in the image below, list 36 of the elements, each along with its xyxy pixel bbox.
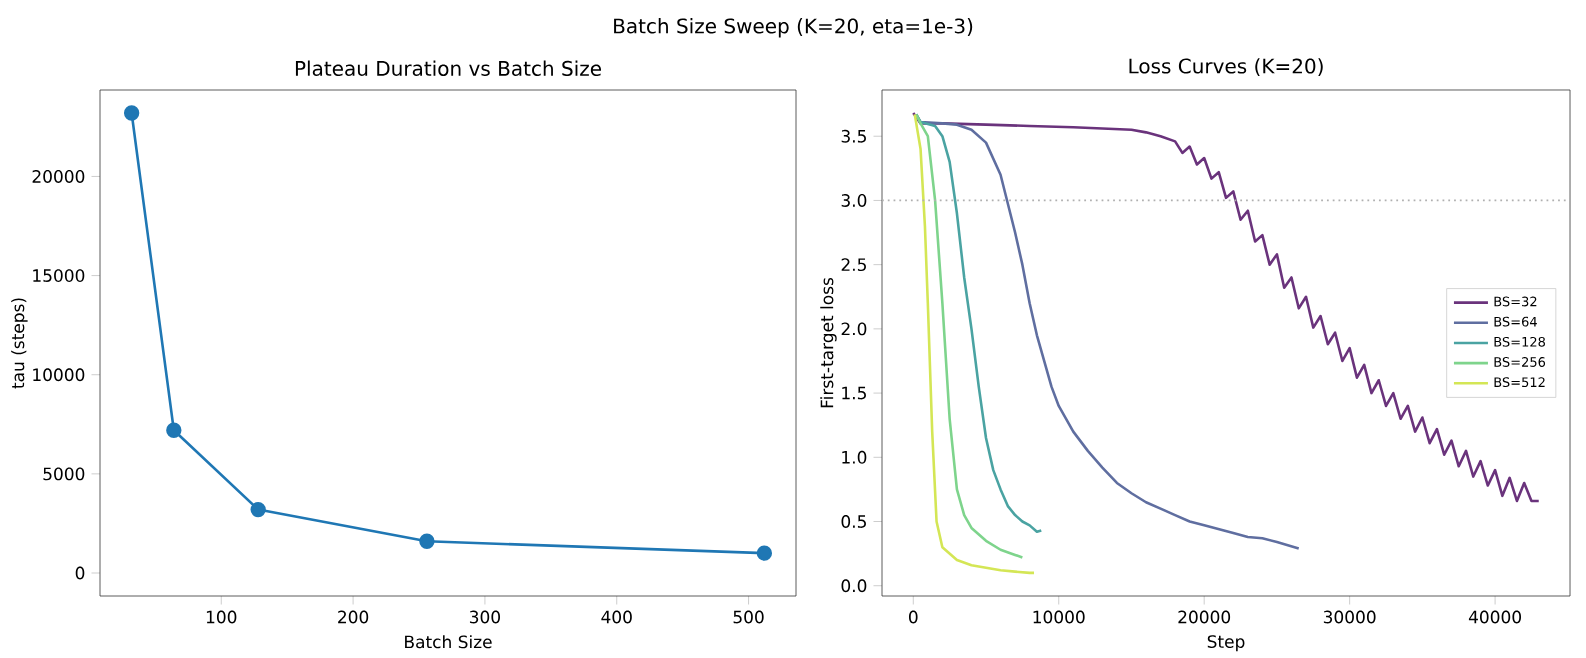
text: Batch Size Sweep (K=20, eta=1e-3)	[614, 18, 973, 38]
point	[123, 105, 140, 121]
point	[250, 501, 266, 518]
point	[166, 422, 182, 438]
x-tick-label: 300	[469, 610, 500, 624]
x-tick-label: 30000	[1323, 610, 1376, 624]
line-series	[911, 111, 1541, 503]
y-tick-label: 3.0	[841, 194, 867, 207]
y-tick-label: 1.0	[842, 450, 867, 464]
x-tick-label: 100	[206, 610, 237, 624]
x-tick-label: 200	[338, 610, 369, 624]
x-tick-label: 400	[601, 610, 632, 624]
y-tick-label: 2.0	[841, 322, 867, 336]
y-axis-title: First-target loss	[820, 277, 837, 408]
y-tick-label: 0	[75, 566, 85, 580]
x-axis-title: Batch Size	[405, 635, 492, 649]
y-tick-label: 3.5	[841, 129, 866, 143]
x-tick-label: 20000	[1178, 610, 1231, 624]
chart-title: Loss Curves (K=20)	[1129, 58, 1323, 76]
y-tick-label: 10000	[33, 368, 85, 382]
y-tick-label: 0.5	[841, 515, 866, 528]
point	[419, 533, 435, 549]
y-tick-label: 5000	[43, 467, 85, 481]
x-tick-label: 0	[909, 610, 918, 624]
y-tick-label: 0.0	[841, 579, 867, 593]
x-tick-label: 40000	[1468, 610, 1521, 624]
y-axis-title: tau (steps)	[11, 298, 28, 389]
y-tick-label: 1.5	[842, 386, 866, 400]
x-tick-label: 500	[733, 610, 764, 624]
y-tick-label: 2.5	[841, 258, 866, 272]
x-axis-title: Step	[1207, 635, 1245, 652]
x-tick-label: 10000	[1033, 610, 1085, 624]
chart-title: Plateau Duration vs Batch Size	[295, 60, 602, 76]
point	[756, 545, 773, 561]
y-tick-label: 15000	[33, 269, 85, 283]
y-tick-label: 20000	[32, 170, 85, 183]
